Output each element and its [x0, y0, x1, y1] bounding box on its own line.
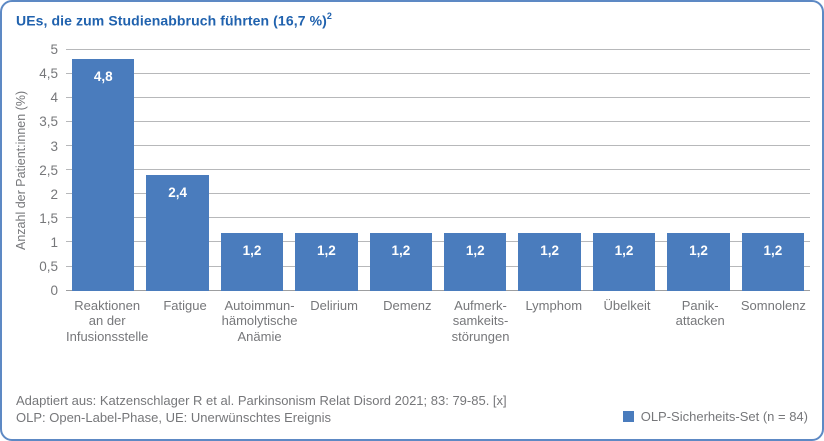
legend-label: OLP-Sicherheits-Set (n = 84) [640, 409, 808, 424]
x-tick-label: Aufmerk-samkeits-störungen [451, 297, 510, 344]
legend: OLP-Sicherheits-Set (n = 84) [622, 409, 808, 424]
abbreviation-note: OLP: Open-Label-Phase, UE: Unerwünschtes… [16, 410, 332, 426]
bar-chart: Anzahl der Patient:innen (%) 0 0,5 1 1,5 2 2,… [14, 43, 810, 345]
bars: 4,8 2,4 1,2 1,2 1,2 1,2 1,2 1,2 1,2 1,2 [66, 50, 810, 291]
bar-value-label: 1,2 [465, 242, 485, 258]
bar-10: 1,2 [741, 232, 805, 291]
bar-value-label: 1,2 [242, 242, 262, 258]
bar-3: 1,2 [220, 232, 284, 291]
y-tick-label: 2 [50, 186, 58, 202]
y-tick-label: 3 [50, 138, 58, 154]
bar-7: 1,2 [518, 232, 581, 291]
bar-value-label: 1,2 [391, 242, 411, 258]
footer: Adaptiert aus: Katzenschlager R et al. P… [16, 393, 808, 427]
bar-value-label: 4,8 [93, 69, 113, 85]
x-axis-labels: Reaktionen an der Infusionsstelle Fatigue Au… [66, 298, 810, 345]
x-tick-label: Delirium [310, 297, 358, 313]
source-note: Adaptiert aus: Katzenschlager R et al. P… [16, 393, 507, 409]
bar-slot: 1,2 [289, 50, 363, 291]
y-tick-label: 1 [50, 234, 58, 250]
bar-value-label: 2,4 [168, 184, 187, 200]
gridline [66, 96, 810, 98]
x-tick-label: Panik-attacken [675, 297, 725, 329]
y-tick-label: 0 [50, 282, 58, 298]
bar-9: 1,2 [667, 232, 730, 291]
plot-area: Anzahl der Patient:innen (%) 0 0,5 1 1,5 2 2,… [14, 43, 810, 297]
bar-5: 1,2 [369, 232, 433, 291]
bar-value-label: 1,2 [689, 242, 708, 258]
legend-swatch [622, 411, 634, 422]
bar-slot: 1,2 [587, 50, 661, 291]
bar-slot: 2,4 [140, 50, 214, 291]
bar-8: 1,2 [592, 232, 656, 291]
bar-slot: 1,2 [215, 50, 289, 291]
bar-6: 1,2 [443, 232, 507, 291]
bar-1: 4,8 [71, 59, 135, 291]
chart-title-superscript: 2 [326, 11, 332, 21]
bar-value-label: 1,2 [540, 242, 560, 258]
bar-slot: 4,8 [66, 50, 140, 291]
y-tick-label: 1,5 [39, 210, 58, 226]
chart-title: UEs, die zum Studienabbruch führten (16,… [16, 11, 810, 29]
x-tick-label: Somnolenz [740, 297, 806, 313]
gridline [66, 289, 810, 291]
bar-value-label: 1,2 [614, 242, 634, 258]
x-tick-label: Reaktionen an der Infusionsstelle [66, 297, 149, 344]
footnotes: Adaptiert aus: Katzenschlager R et al. P… [16, 393, 507, 427]
gridline [66, 48, 810, 50]
bar-slot: 1,2 [736, 50, 810, 291]
gridline [66, 169, 810, 171]
bar-slot: 1,2 [438, 50, 512, 291]
x-tick-label: Lymphom [525, 297, 583, 313]
bar-slot: 1,2 [661, 50, 735, 291]
gridline [66, 72, 810, 74]
y-tick-label: 3,5 [39, 114, 58, 130]
bar-4: 1,2 [295, 232, 358, 291]
gridline [66, 241, 810, 243]
bar-slot: 1,2 [512, 50, 586, 291]
x-tick-label: Autoimmun-hämolytische Anämie [221, 297, 298, 344]
gridline [66, 120, 810, 122]
bar-value-label: 1,2 [317, 242, 336, 258]
gridline [66, 193, 810, 195]
x-tick-label: Fatigue [163, 297, 207, 313]
gridline [66, 145, 810, 147]
y-axis-ticks: 0 0,5 1 1,5 2 2,5 3 3,5 4 4,5 5 [16, 43, 58, 297]
gridline [66, 217, 810, 219]
y-tick-label: 4 [50, 90, 58, 106]
y-tick-label: 5 [50, 41, 58, 57]
gridline [66, 265, 810, 267]
y-tick-label: 4,5 [39, 66, 58, 82]
bar-2: 2,4 [146, 174, 209, 291]
x-tick-label: Übelkeit [603, 297, 651, 313]
x-tick-label: Demenz [383, 297, 432, 313]
y-tick-label: 0,5 [39, 258, 58, 274]
bar-value-label: 1,2 [763, 242, 783, 258]
y-tick-label: 2,5 [39, 162, 58, 178]
bar-slot: 1,2 [364, 50, 438, 291]
chart-title-text: UEs, die zum Studienabbruch führten (16,… [16, 12, 327, 29]
